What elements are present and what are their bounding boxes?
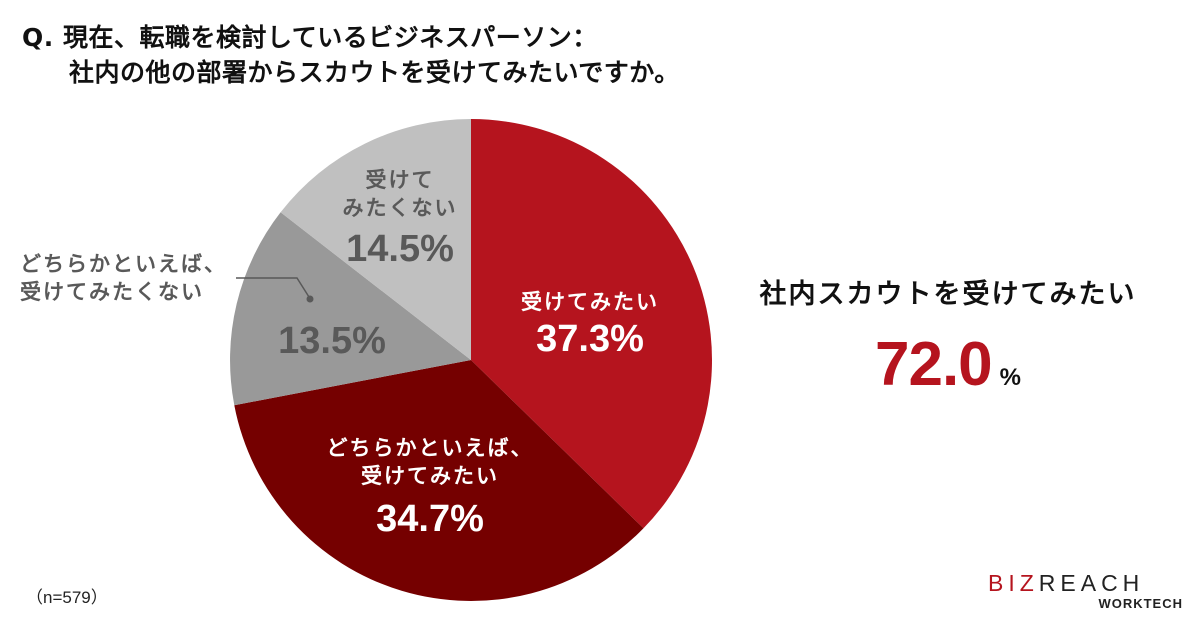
title-line-1: Q. 現在、転職を検討しているビジネスパーソン： [22, 23, 598, 52]
summary-unit: % [999, 364, 1021, 391]
slice-label-somewhat-want: どちらかといえば、 受けてみたい 34.7% [300, 434, 560, 542]
chart-title: Q. 現在、転職を検討しているビジネスパーソン： 社内の他の部署からスカウトを受… [22, 20, 680, 90]
summary-callout: 社内スカウトを受けてみたい 72.0% [738, 272, 1158, 400]
slice-label-value: 14.5% [346, 228, 454, 270]
bizreach-worktech-logo: BIZREACH WORKTECH [988, 570, 1193, 611]
logo-sub: WORKTECH [1098, 596, 1183, 611]
slice-label-not-want: 受けて みたくない 14.5% [330, 166, 470, 272]
external-label-somewhat-not-want: どちらかといえば、 受けてみたくない [20, 250, 227, 306]
logo-biz: BIZ [988, 570, 1039, 596]
slice-somewhat-not-want [230, 212, 471, 406]
slice-not-want [280, 119, 471, 360]
slice-label-somewhat-not-want: 13.5% [262, 318, 402, 364]
leader-line [236, 277, 310, 298]
slice-label-want: 受けてみたい 37.3% [495, 288, 685, 362]
slice-label-text-line2: みたくない [342, 196, 458, 220]
logo-reach: REACH [1038, 570, 1145, 596]
slice-want [471, 119, 713, 529]
leader-dot [306, 295, 314, 303]
slice-label-text: 受けてみたい [521, 290, 659, 314]
summary-value-row: 72.0% [738, 329, 1158, 400]
summary-label: 社内スカウトを受けてみたい [759, 279, 1137, 310]
slice-somewhat-want [234, 360, 644, 601]
sample-size-note: （n=579） [26, 588, 108, 607]
summary-value: 72.0 [874, 330, 993, 399]
slice-label-value: 13.5% [278, 320, 386, 362]
external-label-line1: どちらかといえば、 [20, 252, 227, 276]
slice-label-text-line1: どちらかといえば、 [326, 436, 534, 460]
logo-wordmark: BIZREACH [988, 570, 1193, 596]
title-line-2: 社内の他の部署からスカウトを受けてみたいですか。 [69, 58, 680, 87]
slice-label-value: 37.3% [536, 318, 644, 360]
slice-label-text-line1: 受けて [365, 168, 435, 192]
external-label-line2: 受けてみたくない [20, 280, 204, 304]
slice-label-value: 34.7% [376, 498, 484, 540]
slice-label-text-line2: 受けてみたい [361, 464, 499, 488]
